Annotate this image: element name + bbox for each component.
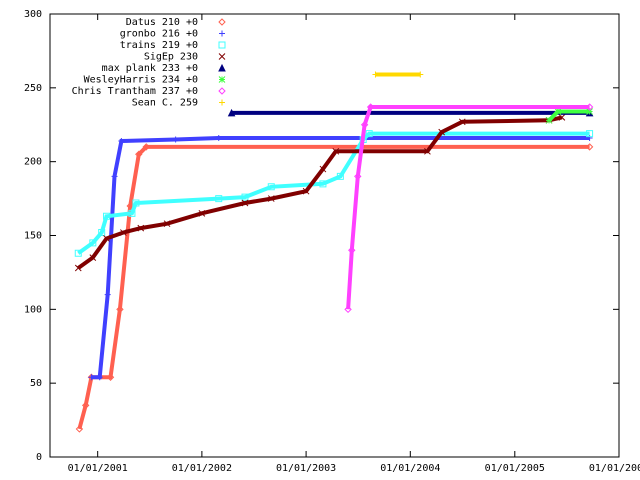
point-marker: [103, 235, 110, 242]
legend-label: Datus 210 +0: [126, 17, 198, 28]
point-marker: [336, 172, 344, 180]
point-marker: [89, 239, 97, 247]
point-marker: [458, 118, 466, 126]
x-tick-label: 01/01/2004: [380, 463, 440, 474]
point-marker: [120, 229, 127, 236]
point-marker: [267, 195, 275, 202]
y-tick-label: 100: [24, 304, 42, 315]
point-marker: [128, 209, 136, 217]
legend-label: gronbo 216 +0: [120, 29, 198, 40]
point-marker: [366, 103, 375, 111]
point-marker: [135, 150, 143, 158]
legend-label: WesleyHarris 234 +0: [84, 75, 198, 86]
series-line: [91, 136, 590, 380]
point-marker: [198, 209, 206, 217]
point-marker: [372, 71, 379, 78]
point-marker: [215, 195, 223, 203]
point-marker: [332, 147, 340, 155]
point-marker: [241, 199, 249, 207]
point-marker: [172, 136, 179, 143]
y-tick-label: 50: [30, 378, 42, 389]
legend-marker: [218, 87, 226, 95]
point-marker: [267, 183, 275, 191]
point-marker: [74, 249, 82, 257]
point-marker: [98, 229, 106, 237]
point-marker: [89, 254, 97, 262]
point-marker: [554, 108, 562, 115]
point-marker: [96, 374, 103, 381]
point-marker: [116, 305, 124, 314]
legend-label: SigEp 230: [144, 52, 198, 63]
legend-marker: [218, 76, 226, 83]
point-marker: [424, 147, 431, 155]
point-marker: [354, 172, 362, 181]
x-tick-label: 01/01/2006: [589, 463, 640, 474]
point-marker: [111, 173, 118, 180]
point-marker: [302, 187, 310, 195]
legend-marker: [218, 41, 226, 49]
point-marker: [319, 180, 327, 188]
legend-marker: [219, 30, 225, 37]
legend-marker: [218, 53, 226, 60]
series-line: [77, 144, 590, 430]
legend-marker: [218, 18, 226, 26]
y-tick-label: 300: [24, 9, 42, 20]
point-marker: [103, 212, 111, 220]
point-marker: [586, 108, 593, 115]
x-tick-label: 01/01/2005: [485, 463, 545, 474]
x-tick-label: 01/01/2003: [276, 463, 336, 474]
point-marker: [75, 425, 84, 433]
point-marker: [545, 116, 553, 124]
y-tick-label: 250: [24, 83, 42, 94]
point-marker: [163, 220, 171, 228]
point-marker: [558, 114, 566, 121]
point-marker: [365, 130, 373, 138]
point-marker: [106, 373, 115, 381]
point-marker: [215, 135, 222, 142]
series-line: [346, 105, 590, 310]
point-marker: [81, 401, 90, 410]
legend-marker: [219, 99, 225, 106]
point-marker: [360, 121, 369, 129]
point-marker: [74, 264, 82, 272]
legend-label: trains 219 +0: [120, 40, 198, 51]
point-marker: [104, 291, 111, 298]
point-marker: [126, 202, 134, 210]
point-marker: [142, 143, 150, 151]
legend-label: Chris Trantham 237 +0: [72, 86, 198, 97]
legend-label: Sean C. 259: [132, 98, 198, 109]
legend-marker: [218, 63, 226, 72]
legend-label: max plank 233 +0: [102, 63, 198, 74]
point-marker: [344, 305, 352, 314]
point-marker: [227, 108, 236, 117]
point-marker: [438, 128, 446, 136]
point-marker: [132, 199, 140, 207]
y-tick-label: 0: [36, 452, 42, 463]
point-marker: [417, 71, 424, 78]
point-marker: [348, 246, 356, 254]
point-marker: [319, 165, 327, 173]
point-marker: [88, 374, 95, 381]
point-marker: [137, 224, 145, 232]
point-marker: [585, 143, 594, 151]
x-tick-label: 01/01/2002: [172, 463, 232, 474]
point-marker: [586, 130, 594, 138]
x-tick-label: 01/01/2001: [68, 463, 128, 474]
y-tick-label: 200: [24, 157, 42, 168]
point-marker: [585, 103, 594, 111]
point-marker: [586, 135, 593, 142]
point-marker: [118, 137, 125, 144]
y-tick-label: 150: [24, 231, 42, 242]
